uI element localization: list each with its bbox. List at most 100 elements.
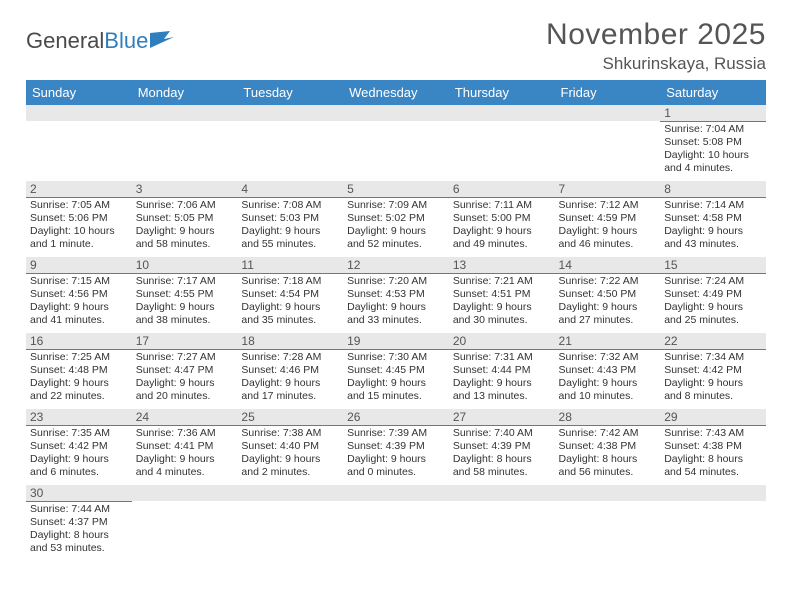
sunset-text: Sunset: 4:56 PM (30, 288, 128, 301)
calendar-day-cell: 5Sunrise: 7:09 AMSunset: 5:02 PMDaylight… (343, 181, 449, 257)
daylight-text: Daylight: 8 hours and 58 minutes. (453, 453, 551, 479)
sunrise-text: Sunrise: 7:09 AM (347, 199, 445, 212)
sunrise-text: Sunrise: 7:38 AM (241, 427, 339, 440)
calendar-empty-cell (343, 105, 449, 181)
logo-text-1: General (26, 28, 104, 54)
day-details: Sunrise: 7:17 AMSunset: 4:55 PMDaylight:… (132, 275, 238, 330)
day-number: 28 (555, 409, 661, 426)
logo: GeneralBlue (26, 18, 176, 54)
daylight-text: Daylight: 8 hours and 54 minutes. (664, 453, 762, 479)
day-details: Sunrise: 7:20 AMSunset: 4:53 PMDaylight:… (343, 275, 449, 330)
sunrise-text: Sunrise: 7:17 AM (136, 275, 234, 288)
daylight-text: Daylight: 9 hours and 4 minutes. (136, 453, 234, 479)
sunrise-text: Sunrise: 7:44 AM (30, 503, 128, 516)
weekday-header: Thursday (449, 80, 555, 105)
calendar-day-cell: 13Sunrise: 7:21 AMSunset: 4:51 PMDayligh… (449, 257, 555, 333)
day-details: Sunrise: 7:28 AMSunset: 4:46 PMDaylight:… (237, 351, 343, 406)
sunset-text: Sunset: 5:08 PM (664, 136, 762, 149)
sunset-text: Sunset: 4:53 PM (347, 288, 445, 301)
calendar-day-cell: 19Sunrise: 7:30 AMSunset: 4:45 PMDayligh… (343, 333, 449, 409)
calendar-day-cell: 18Sunrise: 7:28 AMSunset: 4:46 PMDayligh… (237, 333, 343, 409)
daylight-text: Daylight: 9 hours and 43 minutes. (664, 225, 762, 251)
empty-day-bar (343, 485, 449, 501)
header: GeneralBlue November 2025 Shkurinskaya, … (26, 18, 766, 74)
sunrise-text: Sunrise: 7:22 AM (559, 275, 657, 288)
sunrise-text: Sunrise: 7:35 AM (30, 427, 128, 440)
calendar-day-cell: 24Sunrise: 7:36 AMSunset: 4:41 PMDayligh… (132, 409, 238, 485)
weekday-header: Monday (132, 80, 238, 105)
calendar-day-cell: 2Sunrise: 7:05 AMSunset: 5:06 PMDaylight… (26, 181, 132, 257)
calendar-day-cell: 20Sunrise: 7:31 AMSunset: 4:44 PMDayligh… (449, 333, 555, 409)
day-details: Sunrise: 7:12 AMSunset: 4:59 PMDaylight:… (555, 199, 661, 254)
day-details: Sunrise: 7:43 AMSunset: 4:38 PMDaylight:… (660, 427, 766, 482)
day-number: 13 (449, 257, 555, 274)
calendar-empty-cell (132, 105, 238, 181)
sunset-text: Sunset: 5:02 PM (347, 212, 445, 225)
day-details: Sunrise: 7:27 AMSunset: 4:47 PMDaylight:… (132, 351, 238, 406)
sunrise-text: Sunrise: 7:39 AM (347, 427, 445, 440)
day-details: Sunrise: 7:36 AMSunset: 4:41 PMDaylight:… (132, 427, 238, 482)
day-number: 25 (237, 409, 343, 426)
sunrise-text: Sunrise: 7:30 AM (347, 351, 445, 364)
sunset-text: Sunset: 4:39 PM (347, 440, 445, 453)
month-title: November 2025 (546, 18, 766, 52)
day-number: 29 (660, 409, 766, 426)
calendar-empty-cell (343, 485, 449, 561)
weekday-header: Wednesday (343, 80, 449, 105)
sunset-text: Sunset: 5:03 PM (241, 212, 339, 225)
day-details: Sunrise: 7:32 AMSunset: 4:43 PMDaylight:… (555, 351, 661, 406)
day-details: Sunrise: 7:31 AMSunset: 4:44 PMDaylight:… (449, 351, 555, 406)
day-number: 1 (660, 105, 766, 122)
calendar-empty-cell (132, 485, 238, 561)
calendar-week-row: 16Sunrise: 7:25 AMSunset: 4:48 PMDayligh… (26, 333, 766, 409)
daylight-text: Daylight: 9 hours and 25 minutes. (664, 301, 762, 327)
empty-day-bar (555, 485, 661, 501)
daylight-text: Daylight: 9 hours and 13 minutes. (453, 377, 551, 403)
sunrise-text: Sunrise: 7:34 AM (664, 351, 762, 364)
calendar-week-row: 2Sunrise: 7:05 AMSunset: 5:06 PMDaylight… (26, 181, 766, 257)
empty-day-bar (449, 105, 555, 121)
day-details: Sunrise: 7:18 AMSunset: 4:54 PMDaylight:… (237, 275, 343, 330)
day-number: 27 (449, 409, 555, 426)
sunrise-text: Sunrise: 7:24 AM (664, 275, 762, 288)
sunset-text: Sunset: 4:58 PM (664, 212, 762, 225)
empty-day-bar (343, 105, 449, 121)
sunrise-text: Sunrise: 7:20 AM (347, 275, 445, 288)
location: Shkurinskaya, Russia (546, 54, 766, 74)
sunrise-text: Sunrise: 7:08 AM (241, 199, 339, 212)
calendar-day-cell: 29Sunrise: 7:43 AMSunset: 4:38 PMDayligh… (660, 409, 766, 485)
day-number: 23 (26, 409, 132, 426)
calendar-day-cell: 25Sunrise: 7:38 AMSunset: 4:40 PMDayligh… (237, 409, 343, 485)
day-number: 16 (26, 333, 132, 350)
sunrise-text: Sunrise: 7:06 AM (136, 199, 234, 212)
weekday-header: Saturday (660, 80, 766, 105)
calendar-day-cell: 16Sunrise: 7:25 AMSunset: 4:48 PMDayligh… (26, 333, 132, 409)
sunrise-text: Sunrise: 7:05 AM (30, 199, 128, 212)
empty-day-bar (660, 485, 766, 501)
day-number: 26 (343, 409, 449, 426)
day-details: Sunrise: 7:21 AMSunset: 4:51 PMDaylight:… (449, 275, 555, 330)
daylight-text: Daylight: 9 hours and 15 minutes. (347, 377, 445, 403)
sunrise-text: Sunrise: 7:28 AM (241, 351, 339, 364)
weekday-header: Friday (555, 80, 661, 105)
sunset-text: Sunset: 4:50 PM (559, 288, 657, 301)
day-number: 20 (449, 333, 555, 350)
sunset-text: Sunset: 4:38 PM (664, 440, 762, 453)
calendar-empty-cell (237, 485, 343, 561)
day-details: Sunrise: 7:14 AMSunset: 4:58 PMDaylight:… (660, 199, 766, 254)
sunset-text: Sunset: 4:47 PM (136, 364, 234, 377)
calendar-empty-cell (237, 105, 343, 181)
day-number: 17 (132, 333, 238, 350)
sunset-text: Sunset: 4:49 PM (664, 288, 762, 301)
day-number: 3 (132, 181, 238, 198)
day-number: 30 (26, 485, 132, 502)
calendar-day-cell: 12Sunrise: 7:20 AMSunset: 4:53 PMDayligh… (343, 257, 449, 333)
sunrise-text: Sunrise: 7:43 AM (664, 427, 762, 440)
day-number: 5 (343, 181, 449, 198)
daylight-text: Daylight: 9 hours and 52 minutes. (347, 225, 445, 251)
daylight-text: Daylight: 9 hours and 49 minutes. (453, 225, 551, 251)
calendar-week-row: 1Sunrise: 7:04 AMSunset: 5:08 PMDaylight… (26, 105, 766, 181)
calendar-day-cell: 3Sunrise: 7:06 AMSunset: 5:05 PMDaylight… (132, 181, 238, 257)
day-details: Sunrise: 7:42 AMSunset: 4:38 PMDaylight:… (555, 427, 661, 482)
sunrise-text: Sunrise: 7:42 AM (559, 427, 657, 440)
